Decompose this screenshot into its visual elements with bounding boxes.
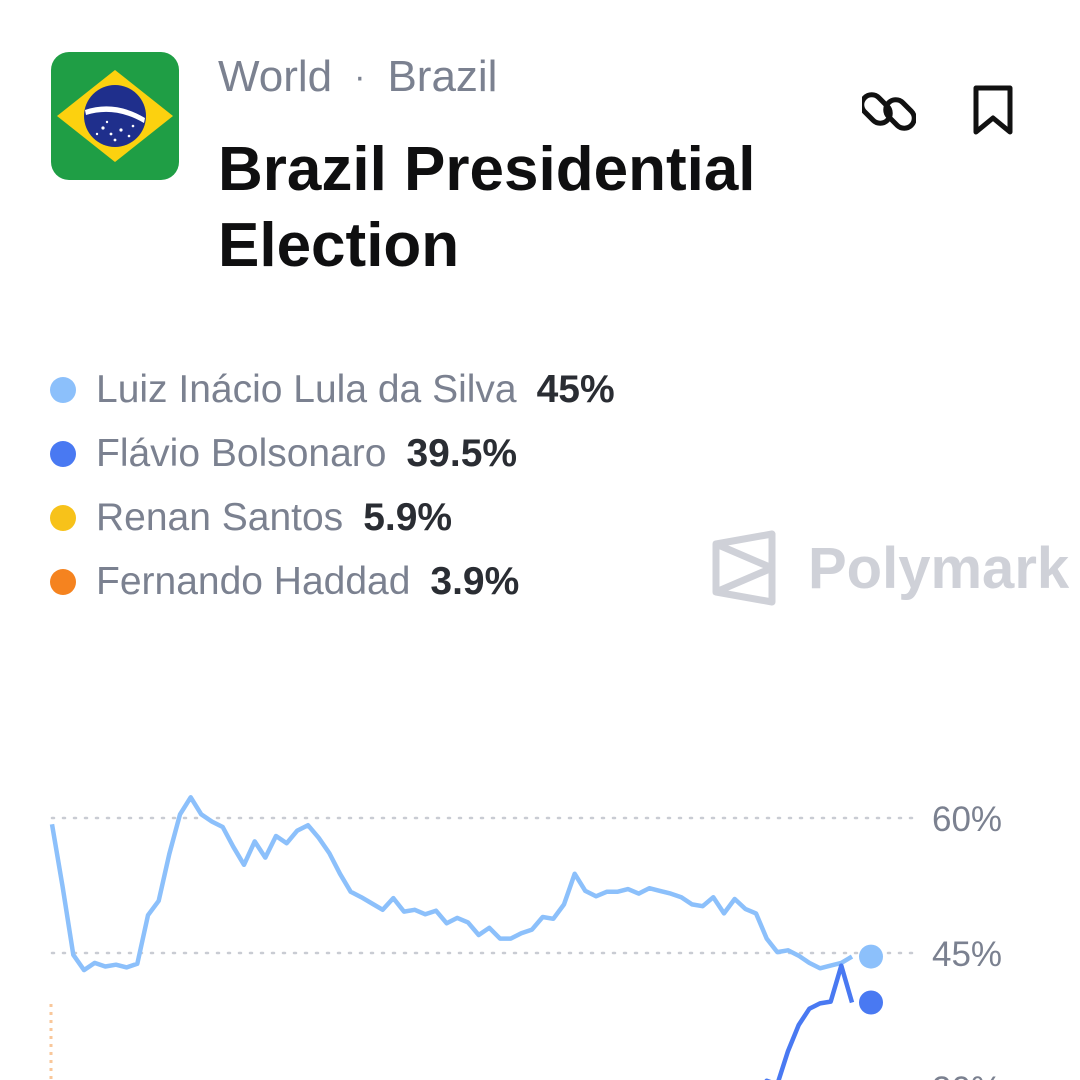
y-tick-label: 60% — [932, 800, 1002, 839]
legend-color-dot — [50, 441, 76, 467]
breadcrumb-brazil[interactable]: Brazil — [387, 52, 498, 101]
legend-value: 3.9% — [430, 560, 520, 603]
bookmark-icon — [973, 85, 1013, 135]
y-tick-label: 30% — [932, 1070, 1002, 1080]
legend-name: Renan Santos — [96, 496, 344, 539]
breadcrumb-separator: · — [354, 57, 366, 96]
y-tick-label: 45% — [932, 935, 1002, 974]
legend-color-dot — [50, 569, 76, 595]
legend-item[interactable]: Luiz Inácio Lula da Silva 45% — [50, 358, 615, 422]
legend-color-dot — [50, 377, 76, 403]
watermark-text: Polymark — [808, 535, 1070, 601]
polymarket-logo-icon — [712, 530, 776, 606]
legend-item[interactable]: Fernando Haddad 3.9% — [50, 550, 615, 614]
series-end-dot-bolsonaro — [859, 990, 883, 1015]
legend-name: Fernando Haddad — [96, 560, 411, 603]
legend-value: 45% — [536, 368, 615, 411]
link-icon — [862, 92, 916, 131]
legend-name: Flávio Bolsonaro — [96, 432, 387, 475]
copy-link-button[interactable] — [862, 84, 916, 138]
bookmark-button[interactable] — [966, 84, 1020, 138]
legend-item[interactable]: Flávio Bolsonaro 39.5% — [50, 422, 615, 486]
brazil-flag-icon — [51, 52, 179, 180]
legend-value: 39.5% — [406, 432, 518, 475]
legend-item[interactable]: Renan Santos 5.9% — [50, 486, 615, 550]
legend-name: Luiz Inácio Lula da Silva — [96, 368, 517, 411]
price-chart[interactable]: 60% 45% 30% — [0, 760, 1080, 1080]
legend: Luiz Inácio Lula da Silva 45% Flávio Bolso… — [50, 358, 615, 614]
series-end-dot-lula — [859, 944, 883, 969]
breadcrumb: World · Brazil — [218, 52, 497, 102]
series-line-bolsonaro — [764, 963, 855, 1080]
market-title: Brazil Presidential Election — [218, 135, 756, 280]
legend-color-dot — [50, 505, 76, 531]
polymarket-watermark: Polymark — [712, 528, 1069, 608]
breadcrumb-world[interactable]: World — [218, 52, 333, 101]
legend-value: 5.9% — [363, 496, 453, 539]
series-line-lula — [49, 795, 854, 973]
